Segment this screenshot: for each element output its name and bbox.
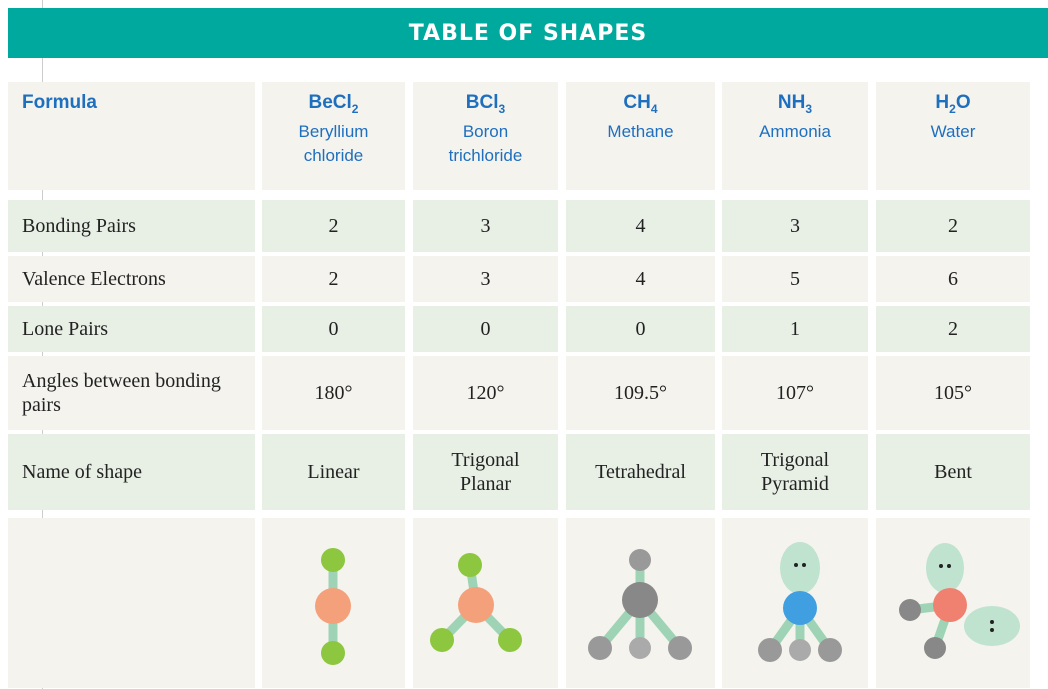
value-cell: 4 xyxy=(566,256,715,302)
compound-name: Boron trichloride xyxy=(448,121,523,165)
header-cell: BCl3 Boron trichloride xyxy=(413,82,558,190)
header-label: Formula xyxy=(22,92,97,113)
value-cell: 180° xyxy=(262,356,405,430)
formula-part: H xyxy=(935,92,950,113)
value-cell: 3 xyxy=(413,200,558,252)
value-cell: Trigonal Pyramid xyxy=(722,434,868,510)
formula-part: 2 xyxy=(949,101,956,116)
row-label: Valence Electrons xyxy=(8,256,255,302)
formula-part: BeCl xyxy=(308,92,352,113)
value-cell: 2 xyxy=(262,200,405,252)
formula: BCl3 xyxy=(413,82,558,116)
formula-part: CH xyxy=(623,92,651,113)
row-label: Lone Pairs xyxy=(8,306,255,352)
formula-part: O xyxy=(955,92,971,113)
formula: H2O xyxy=(876,82,1030,116)
compound-name: Water xyxy=(930,121,976,141)
formula-part: 3 xyxy=(498,101,506,116)
value-cell: 0 xyxy=(262,306,405,352)
value-cell: Trigonal Planar xyxy=(413,434,558,510)
title-bar: TABLE OF SHAPES xyxy=(8,8,1048,58)
value-cell: 2 xyxy=(876,306,1030,352)
formula: NH3 xyxy=(722,82,868,116)
value-cell: 107° xyxy=(722,356,868,430)
value-cell: 1 xyxy=(722,306,868,352)
value-cell: 109.5° xyxy=(566,356,715,430)
value-cell: 120° xyxy=(413,356,558,430)
formula-part: 3 xyxy=(805,101,813,116)
image-cell xyxy=(8,518,255,688)
header-cell: H2O Water xyxy=(876,82,1030,190)
formula-part: 2 xyxy=(351,101,359,116)
value-cell: 105° xyxy=(876,356,1030,430)
formula: BeCl2 xyxy=(262,82,405,116)
value-cell: Linear xyxy=(262,434,405,510)
formula-part: NH xyxy=(777,92,806,113)
compound-name: Beryllium chloride xyxy=(298,121,369,165)
value-cell: 0 xyxy=(566,306,715,352)
value-cell: 6 xyxy=(876,256,1030,302)
formula: CH4 xyxy=(566,82,715,116)
value-cell: Bent xyxy=(876,434,1030,510)
value-cell: 2 xyxy=(876,200,1030,252)
header-cell: BeCl2 Beryllium chloride xyxy=(262,82,405,190)
value-cell: 4 xyxy=(566,200,715,252)
compound-name: Methane xyxy=(607,121,674,141)
value-cell: 2 xyxy=(262,256,405,302)
header-cell: CH4 Methane xyxy=(566,82,715,190)
formula-part: BCl xyxy=(465,92,499,113)
value-cell: 3 xyxy=(722,200,868,252)
row-label: Name of shape xyxy=(8,434,255,510)
value-cell: 0 xyxy=(413,306,558,352)
formula-part: 4 xyxy=(650,101,658,116)
row-label: Angles between bonding pairs xyxy=(8,356,255,430)
compound-name: Ammonia xyxy=(759,121,831,141)
row-label: Bonding Pairs xyxy=(8,200,255,252)
header-cell: NH3 Ammonia xyxy=(722,82,868,190)
value-cell: Tetrahedral xyxy=(566,434,715,510)
value-cell: 3 xyxy=(413,256,558,302)
value-cell: 5 xyxy=(722,256,868,302)
header-cell: Formula xyxy=(8,82,255,190)
